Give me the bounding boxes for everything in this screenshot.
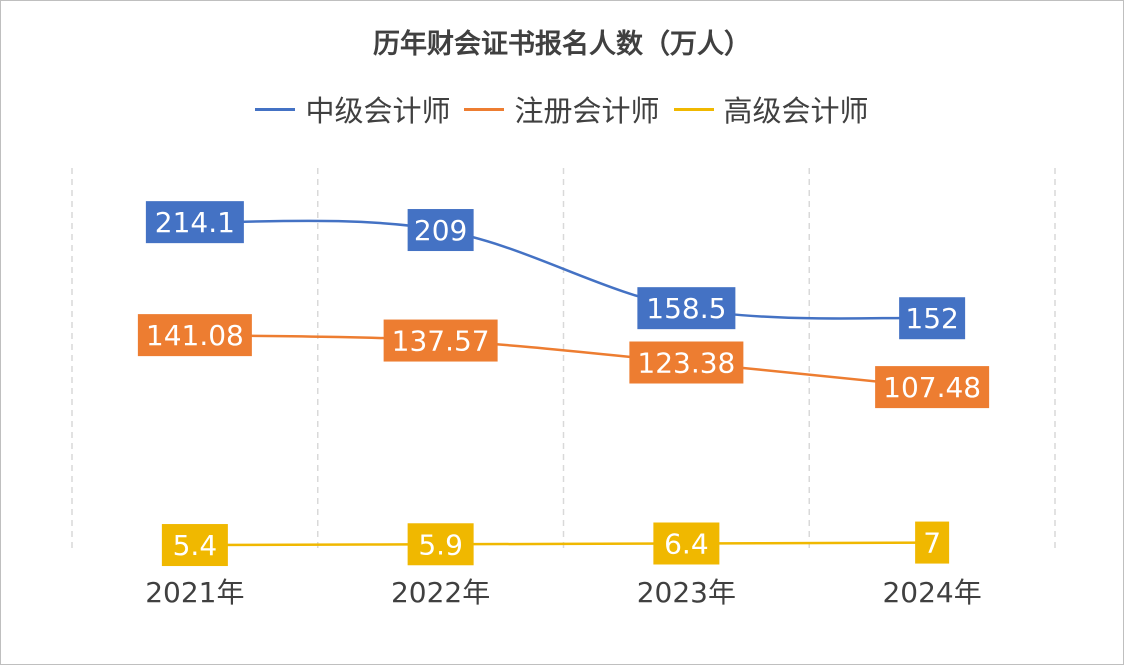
- data-label-box: [629, 341, 744, 384]
- legend-label-1: 注册会计师: [514, 94, 660, 128]
- data-label-box: [653, 522, 720, 565]
- data-label: 123.38: [637, 347, 735, 380]
- data-label: 214.1: [155, 206, 235, 239]
- data-label: 209: [414, 214, 467, 247]
- legend-label-2: 高级会计师: [723, 94, 869, 128]
- series-line-2: [194, 541, 933, 547]
- data-label-box: [137, 314, 252, 357]
- data-label-box: [899, 297, 966, 340]
- data-label: 6.4: [664, 527, 709, 560]
- legend: 中级会计师 注册会计师 高级会计师: [0, 88, 1124, 130]
- series-line-0: [194, 219, 933, 320]
- x-tick-label: 2024年: [882, 576, 981, 609]
- data-label: 141.08: [146, 319, 244, 352]
- legend-item-2: 高级会计师: [673, 88, 869, 130]
- x-tick-label: 2023年: [637, 576, 736, 609]
- data-label: 7: [923, 527, 941, 560]
- legend-swatch-2: [673, 107, 714, 111]
- data-label-box: [407, 209, 474, 252]
- legend-label-0: 中级会计师: [305, 94, 451, 128]
- data-label-box: [161, 524, 228, 567]
- data-label: 107.48: [883, 371, 981, 404]
- legend-swatch-1: [464, 107, 505, 111]
- data-label-box: [875, 366, 990, 409]
- data-label: 137.57: [392, 325, 490, 358]
- data-label-box: [915, 521, 950, 564]
- data-label-box: [407, 523, 474, 566]
- data-label: 158.5: [646, 292, 726, 325]
- series-line-1: [194, 333, 933, 389]
- legend-item-1: 注册会计师: [464, 88, 660, 130]
- data-label: 152: [905, 302, 958, 335]
- data-label: 5.4: [173, 529, 218, 562]
- data-label-box: [383, 319, 498, 362]
- data-label-box: [145, 201, 244, 244]
- x-tick-label: 2022年: [391, 576, 490, 609]
- x-tick-label: 2021年: [145, 576, 244, 609]
- chart-title: 历年财会证书报名人数（万人）: [373, 29, 751, 60]
- legend-item-0: 中级会计师: [255, 88, 450, 130]
- data-label-box: [637, 287, 736, 330]
- legend-swatch-0: [255, 107, 296, 111]
- data-label: 5.9: [418, 528, 463, 561]
